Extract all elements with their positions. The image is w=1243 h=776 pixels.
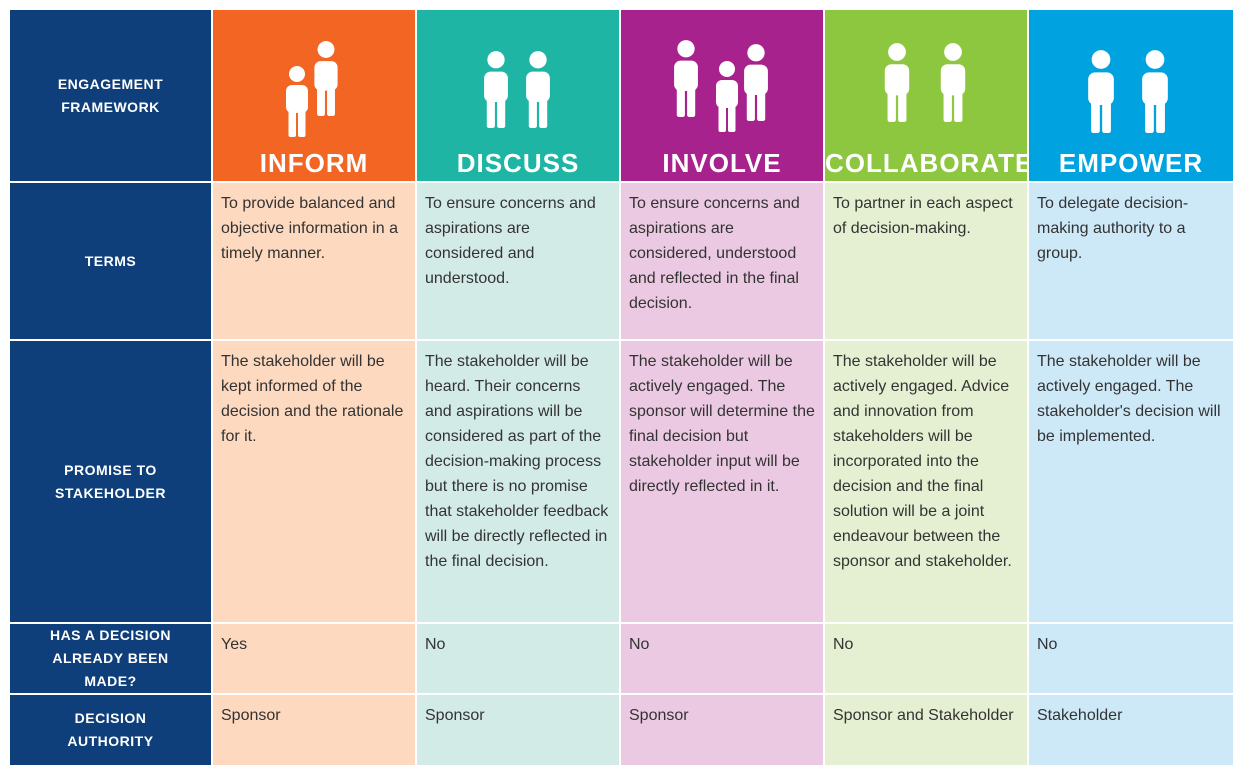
cell-text: To provide balanced and objective inform… [213, 183, 415, 339]
column-title: INVOLVE [662, 148, 782, 178]
icon [286, 41, 338, 137]
icon [1088, 50, 1168, 133]
icon [674, 40, 768, 132]
row-label: DECISION AUTHORITY [10, 695, 211, 765]
row-label: HAS A DECISION ALREADY BEEN MADE? [10, 624, 211, 693]
cell-text: No [621, 624, 823, 693]
column-title: INFORM [259, 148, 369, 178]
row-label: PROMISE TO STAKEHOLDER [10, 341, 211, 622]
cell-text: Sponsor and Stakeholder [825, 695, 1027, 765]
cell-text: No [417, 624, 619, 693]
cell-text: The stakeholder will be actively engaged… [1029, 341, 1233, 622]
column-header: EMPOWER [1029, 10, 1233, 181]
icon [884, 43, 966, 122]
cell-text: Sponsor [417, 695, 619, 765]
cell-text: Stakeholder [1029, 695, 1233, 765]
icon [484, 51, 550, 128]
cell-text: To ensure concerns and aspirations are c… [417, 183, 619, 339]
cell-text: No [1029, 624, 1233, 693]
header-label: ENGAGEMENT FRAMEWORK [10, 10, 211, 181]
cell-text: The stakeholder will be actively engaged… [825, 341, 1027, 622]
cell-text: To partner in each aspect of decision-ma… [825, 183, 1027, 339]
cell-text: No [825, 624, 1027, 693]
column-title: COLLABORATE [825, 148, 1034, 178]
column-header: INVOLVE [621, 10, 823, 181]
cell-text: Yes [213, 624, 415, 693]
column-title: EMPOWER [1058, 148, 1204, 178]
cell-text: To ensure concerns and aspirations are c… [621, 183, 823, 339]
row-label: TERMS [10, 183, 211, 339]
cell-text: The stakeholder will be heard. Their con… [417, 341, 619, 622]
column-header: INFORM [213, 10, 415, 181]
cell-text: Sponsor [621, 695, 823, 765]
cell-text: The stakeholder will be actively engaged… [621, 341, 823, 622]
cell-text: To delegate decision-making authority to… [1029, 183, 1233, 339]
column-title: DISCUSS [456, 148, 580, 178]
cell-text: Sponsor [213, 695, 415, 765]
cell-text: The stakeholder will be kept informed of… [213, 341, 415, 622]
column-header: COLLABORATE [825, 10, 1034, 181]
column-header: DISCUSS [417, 10, 619, 181]
